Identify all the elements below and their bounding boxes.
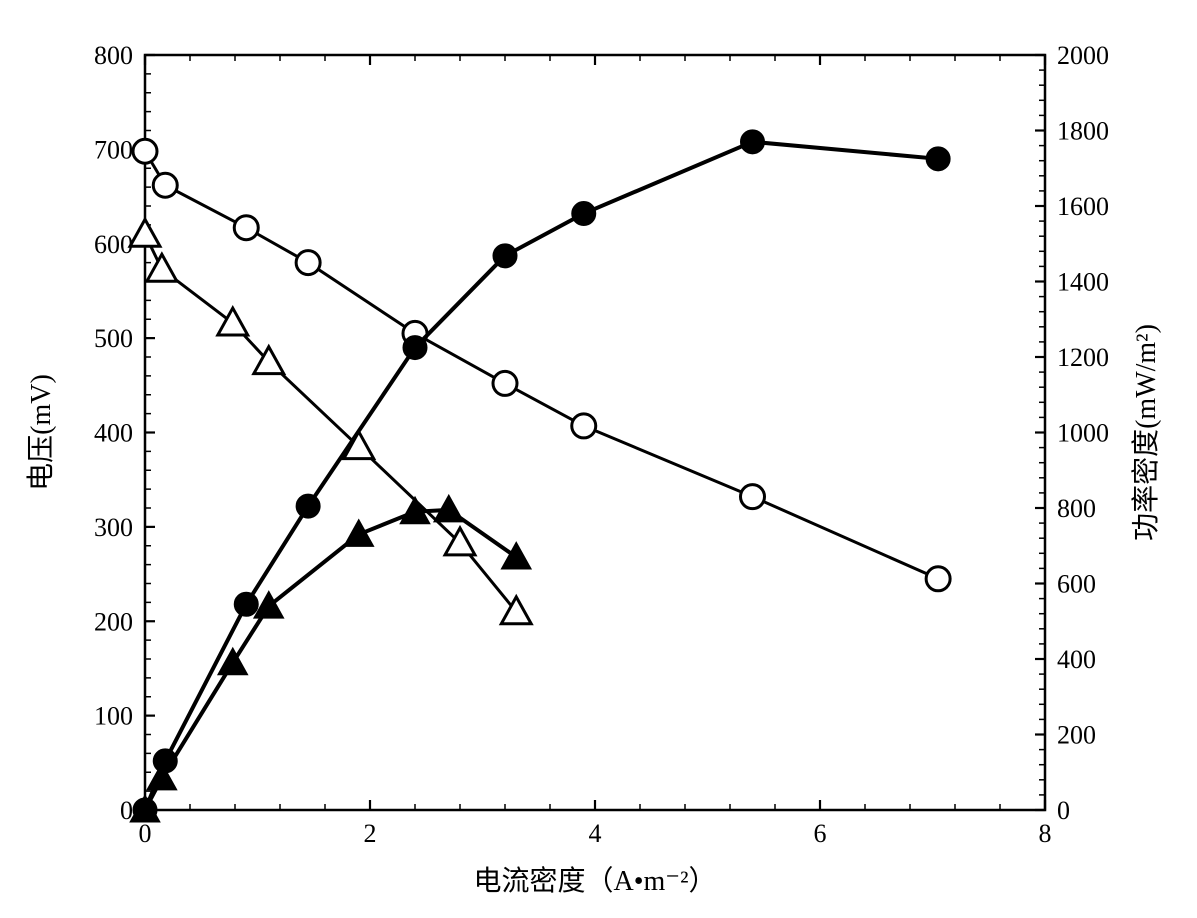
svg-text:1000: 1000 [1057, 419, 1109, 448]
svg-text:6: 6 [814, 819, 827, 848]
svg-text:300: 300 [94, 513, 133, 542]
svg-text:800: 800 [1057, 494, 1096, 523]
svg-text:600: 600 [94, 230, 133, 259]
svg-text:功率密度(mW/m²): 功率密度(mW/m²) [1130, 324, 1162, 541]
svg-text:600: 600 [1057, 570, 1096, 599]
svg-text:400: 400 [1057, 645, 1096, 674]
svg-text:0: 0 [1057, 796, 1070, 825]
svg-text:800: 800 [94, 41, 133, 70]
chart-container: 0 2 4 6 8 电流密度（A•m⁻²） 0 100 200 300 400 500 600 700 80… [0, 0, 1197, 918]
svg-text:0: 0 [139, 819, 152, 848]
svg-text:1400: 1400 [1057, 268, 1109, 297]
svg-text:200: 200 [1057, 721, 1096, 750]
svg-text:8: 8 [1039, 819, 1052, 848]
svg-text:200: 200 [94, 607, 133, 636]
dual-axis-chart: 0 2 4 6 8 电流密度（A•m⁻²） 0 100 200 300 400 500 600 700 80… [0, 0, 1197, 918]
svg-text:400: 400 [94, 419, 133, 448]
svg-text:1800: 1800 [1057, 117, 1109, 146]
svg-text:700: 700 [94, 135, 133, 164]
svg-text:2000: 2000 [1057, 41, 1109, 70]
svg-text:500: 500 [94, 324, 133, 353]
svg-text:100: 100 [94, 702, 133, 731]
svg-text:2: 2 [364, 819, 377, 848]
svg-text:1600: 1600 [1057, 192, 1109, 221]
svg-text:电压(mV): 电压(mV) [25, 374, 57, 491]
svg-text:4: 4 [589, 819, 602, 848]
svg-text:1200: 1200 [1057, 343, 1109, 372]
svg-text:电流密度（A•m⁻²）: 电流密度（A•m⁻²） [474, 865, 717, 897]
